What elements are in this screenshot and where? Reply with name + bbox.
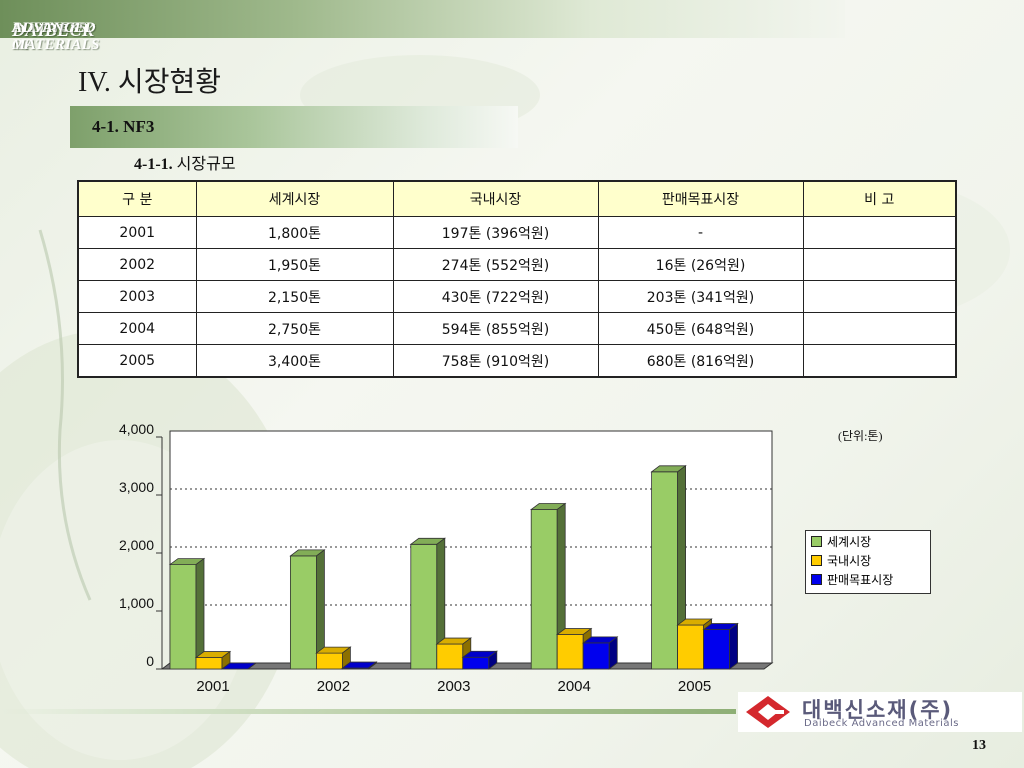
page-number: 13 xyxy=(972,738,986,753)
table-cell: 3,400톤 xyxy=(195,344,394,378)
table-cell: 1,800톤 xyxy=(195,216,394,249)
subsection-title: 4-1-1. 시장규모 xyxy=(134,150,236,174)
bar xyxy=(410,543,438,670)
y-tick-label: 3,000 xyxy=(119,479,154,495)
table-cell xyxy=(802,216,957,249)
logo-name-english: Daibeck Advanced Materials xyxy=(804,718,959,729)
section-bar: 4-1. NF3 xyxy=(70,106,518,148)
bar xyxy=(703,629,730,670)
table-header-cell: 판매목표시장 xyxy=(597,180,804,217)
table-cell xyxy=(802,280,957,313)
bar-side xyxy=(608,636,618,670)
table-cell: 680톤 (816억원) xyxy=(597,344,804,378)
subsection-label: 시장규모 xyxy=(176,154,236,173)
table-cell: 16톤 (26억원) xyxy=(597,248,804,281)
banner-prefix: BUSINESS OF xyxy=(12,20,87,53)
table-row: 2004 2,750톤 594톤 (855억원) 450톤 (648억원) xyxy=(77,312,957,345)
table-cell: 2001 xyxy=(77,216,197,249)
table-row: 2001 1,800톤 197톤 (396억원) - xyxy=(77,216,957,249)
y-tick-label: 4,000 xyxy=(119,421,154,437)
bar xyxy=(315,652,343,670)
market-size-table: 구 분 세계시장 국내시장 판매목표시장 비 고 2001 1,800톤 197… xyxy=(77,180,957,378)
x-tick-label: 2003 xyxy=(437,678,470,695)
legend-label: 국내시장 xyxy=(827,554,872,568)
table-header-cell: 국내시장 xyxy=(392,180,599,217)
section-label: 4-1. NF3 xyxy=(92,117,155,136)
table-cell: 274톤 (552억원) xyxy=(392,248,599,281)
y-tick-label: 2,000 xyxy=(119,537,154,553)
table-cell: 2003 xyxy=(77,280,197,313)
y-tick-label: 1,000 xyxy=(119,595,154,611)
banner-suffix: ADVANCED MATERIALS xyxy=(12,20,100,53)
top-banner: BUSINESS OF DAIBECK ADVANCED MATERIALS xyxy=(0,0,845,53)
bar-side xyxy=(367,661,377,670)
table-cell xyxy=(802,312,957,345)
banner-brand: DAIBECK xyxy=(12,20,95,40)
table-cell: 594톤 (855억원) xyxy=(392,312,599,345)
bar xyxy=(462,656,490,670)
subsection-number: 4-1-1. xyxy=(134,156,173,173)
legend-item: 국내시장 xyxy=(811,553,871,569)
bar xyxy=(530,509,558,670)
x-tick-label: 2005 xyxy=(678,678,711,695)
y-tick-label: 0 xyxy=(146,653,154,669)
table-row: 2002 1,950톤 274톤 (552억원) 16톤 (26억원) xyxy=(77,248,957,281)
x-tick-label: 2001 xyxy=(196,678,229,695)
legend-swatch xyxy=(811,536,822,547)
bar-side xyxy=(488,650,498,670)
chart-legend: 세계시장 국내시장 판매목표시장 xyxy=(805,530,931,594)
logo-mark-icon xyxy=(746,696,790,728)
table-cell: 2005 xyxy=(77,344,197,378)
table-cell: 2,750톤 xyxy=(195,312,394,345)
bar-side xyxy=(729,622,738,670)
bar-side xyxy=(247,662,257,670)
bar xyxy=(436,643,464,670)
bar xyxy=(582,642,610,670)
table-cell: 1,950톤 xyxy=(195,248,394,281)
bar xyxy=(556,634,584,670)
bar xyxy=(289,555,317,670)
legend-swatch xyxy=(811,555,822,566)
table-row: 2005 3,400톤 758톤 (910억원) 680톤 (816억원) xyxy=(77,344,957,378)
bar xyxy=(677,624,704,670)
table-cell: 450톤 (648억원) xyxy=(597,312,804,345)
legend-label: 세계시장 xyxy=(827,535,872,549)
bar xyxy=(169,564,197,670)
table-cell: 2004 xyxy=(77,312,197,345)
unit-label: (단위:톤) xyxy=(838,429,883,443)
x-tick-label: 2002 xyxy=(317,678,350,695)
bottom-divider xyxy=(0,709,736,714)
table-header-row: 구 분 세계시장 국내시장 판매목표시장 비 고 xyxy=(77,180,957,217)
legend-label: 판매목표시장 xyxy=(827,573,894,587)
bar xyxy=(651,471,678,670)
table-cell: 197톤 (396억원) xyxy=(392,216,599,249)
x-tick-label: 2004 xyxy=(558,678,591,695)
legend-item: 세계시장 xyxy=(811,534,871,550)
logo-name-korean: 대백신소재(주) xyxy=(802,698,954,722)
legend-item: 판매목표시장 xyxy=(811,572,893,588)
legend-swatch xyxy=(811,574,822,585)
page-title: IV. 시장현황 xyxy=(78,67,221,98)
table-header-cell: 세계시장 xyxy=(195,180,394,217)
table-cell xyxy=(802,248,957,281)
bar xyxy=(195,657,223,670)
table-cell xyxy=(802,344,957,378)
company-logo: 대백신소재(주) Daibeck Advanced Materials xyxy=(738,692,1022,732)
table-header-cell: 비 고 xyxy=(802,180,957,217)
